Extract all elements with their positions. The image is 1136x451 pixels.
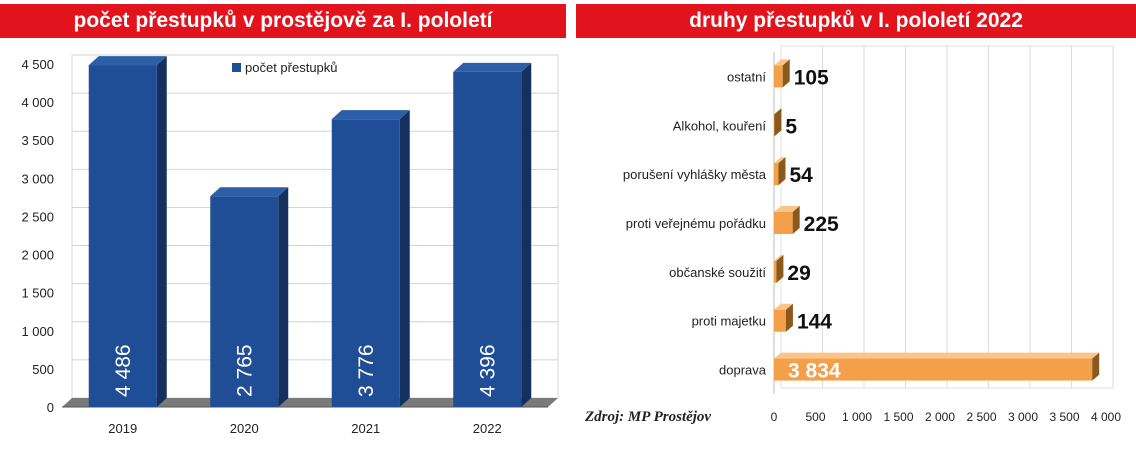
- x-tick-label: 3 500: [1049, 410, 1079, 424]
- bar-top: [89, 56, 167, 65]
- hbar: [774, 310, 786, 332]
- bar-side: [521, 63, 531, 407]
- y-tick-label: 4 000: [21, 95, 54, 110]
- bar-value-label: 4 396: [476, 344, 499, 397]
- x-tick-label: 4 000: [1091, 410, 1121, 424]
- x-tick-label: 1 000: [842, 410, 872, 424]
- source-note: Zdroj: MP Prostějov: [585, 409, 711, 426]
- y-category-label: občanské soužití: [669, 265, 766, 280]
- hbar-value-label: 5: [785, 115, 797, 138]
- right-chart-title: druhy přestupků v I. pololetí 2022: [576, 4, 1136, 38]
- y-tick-label: 3 000: [21, 171, 54, 186]
- hbar: [774, 65, 783, 87]
- bar-side: [278, 187, 288, 407]
- x-tick-label: 2 000: [925, 410, 955, 424]
- x-tick-label: 500: [805, 410, 825, 424]
- yearly-offences-chart-svg: 0 500 1 000 1 500 2 000 2 500 3 000 3 500 4 000 4…: [0, 44, 570, 446]
- y-tick-label: 1 000: [21, 324, 54, 339]
- x-tick-label: 2020: [230, 421, 259, 436]
- hbar-value-label: 144: [797, 311, 832, 334]
- bar-value-label: 2 765: [233, 344, 256, 397]
- hbar: [774, 261, 776, 283]
- y-tick-label: 1 500: [21, 286, 54, 301]
- x-tick-label: 2021: [351, 421, 380, 436]
- y-category-label: proti majetku: [692, 314, 766, 329]
- hbar: [774, 163, 778, 185]
- y-tick-label: 500: [32, 362, 54, 377]
- bar-top: [453, 63, 531, 72]
- x-tick-label: 0: [771, 410, 778, 424]
- bar-value-label: 4 486: [112, 344, 135, 397]
- y-category-label: ostatní: [727, 69, 766, 84]
- hbar-value-label: 225: [804, 213, 839, 236]
- hbar: [774, 212, 793, 234]
- y-tick-label: 2 500: [21, 209, 54, 224]
- hbar-value-label: 29: [787, 262, 810, 285]
- hbar-value-label: 54: [789, 164, 813, 187]
- hbar-end: [774, 108, 781, 136]
- hbar-value-label: 3 834: [788, 360, 841, 383]
- hbar-top: [774, 353, 1099, 359]
- legend-label: počet přestupků: [245, 60, 338, 75]
- y-tick-label: 2 000: [21, 248, 54, 263]
- y-tick-label: 4 500: [21, 57, 54, 72]
- x-tick-label: 2019: [108, 421, 137, 436]
- bar-top: [210, 187, 288, 196]
- offence-types-chart-svg: 0 500 1 000 1 500 2 000 2 500 3 000 3 500 4 000 o…: [574, 44, 1136, 446]
- x-tick-label: 2022: [473, 421, 502, 436]
- bar-side: [157, 56, 167, 407]
- left-chart-title: počet přestupků v prostějově za I. polol…: [0, 4, 566, 38]
- y-tick-label: 0: [47, 400, 54, 415]
- yearly-offences-chart: 0 500 1 000 1 500 2 000 2 500 3 000 3 500 4 000 4…: [0, 44, 570, 446]
- legend-swatch: [232, 63, 241, 72]
- y-category-label: doprava: [719, 363, 767, 378]
- x-tick-label: 1 500: [883, 410, 913, 424]
- bar-side: [400, 110, 410, 407]
- y-category-label: porušení vyhlášky města: [623, 167, 767, 182]
- y-category-label: Alkohol, kouření: [673, 118, 767, 133]
- hbar-value-label: 105: [794, 66, 829, 89]
- x-tick-label: 2 500: [966, 410, 996, 424]
- y-category-label: proti veřejnému pořádku: [626, 216, 766, 231]
- bar-top: [332, 110, 410, 119]
- bar-value-label: 3 776: [355, 344, 378, 397]
- x-tick-label: 3 000: [1008, 410, 1038, 424]
- y-tick-label: 3 500: [21, 133, 54, 148]
- offence-types-chart: 0 500 1 000 1 500 2 000 2 500 3 000 3 500 4 000 o…: [574, 44, 1136, 446]
